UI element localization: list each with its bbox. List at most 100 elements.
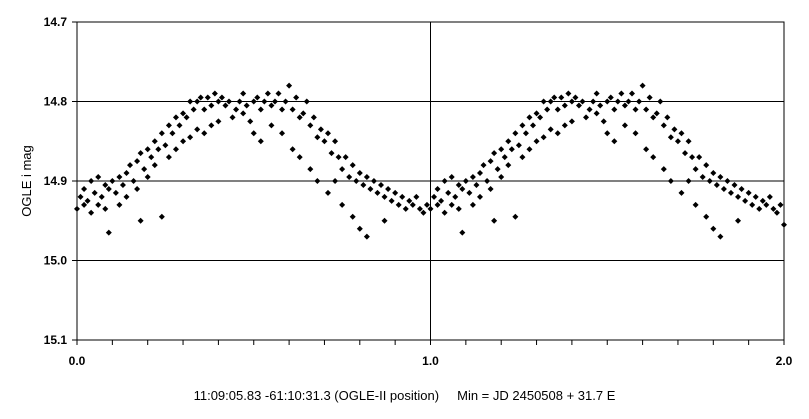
data-point [689,154,696,161]
data-point [696,154,703,161]
data-point [406,197,413,204]
data-point [653,110,660,117]
data-point [770,205,777,212]
data-point [123,170,130,177]
data-point [74,205,80,212]
data-point [289,106,296,113]
data-point [279,106,286,113]
data-point [522,130,529,137]
data-point [374,189,381,196]
data-point [275,90,282,97]
data-point [763,201,770,208]
data-point [692,166,699,173]
data-point [678,189,685,196]
data-point [314,134,321,141]
data-point [254,94,261,101]
data-point [420,209,427,216]
data-point [385,185,392,192]
data-point [402,205,409,212]
data-point [324,130,331,137]
data-point [526,114,533,121]
data-points [74,82,787,240]
data-point [575,102,582,109]
data-point [201,106,208,113]
data-point [250,98,257,105]
data-point [208,102,215,109]
data-point [703,213,710,220]
data-point [494,166,501,173]
data-point [717,233,724,240]
data-point [717,174,724,181]
data-point [187,98,194,105]
data-point [448,201,455,208]
data-point [165,122,172,129]
data-point [459,229,466,236]
data-point [462,178,469,184]
data-point [388,197,395,204]
x-tick-label: 1.0 [422,354,439,368]
data-point [413,193,420,200]
data-point [416,205,423,212]
data-point [643,106,650,113]
data-point [526,146,533,153]
data-point [533,138,540,145]
data-point [211,90,218,97]
data-point [271,98,278,105]
data-point [247,118,254,125]
data-point [187,134,194,141]
data-point [593,90,600,97]
data-point [339,201,346,208]
data-point [445,189,452,196]
data-point [682,150,689,157]
data-point [229,114,236,121]
data-point [643,146,650,153]
data-point [632,130,639,137]
data-point [370,178,377,184]
data-point [194,126,201,133]
axis-ticks [72,21,785,345]
data-point [296,114,303,121]
y-tick-label: 15.0 [44,254,68,268]
data-point [77,193,84,200]
data-point [300,110,307,117]
data-point [165,154,172,161]
data-point [505,138,512,145]
data-point [781,221,787,228]
data-point [123,193,130,200]
data-point [180,110,187,117]
data-point [176,122,183,129]
data-point [335,154,342,161]
data-point [310,114,317,121]
data-point [307,166,314,173]
data-point [512,213,519,220]
data-point [158,130,165,137]
data-point [731,181,738,188]
data-point [766,193,773,200]
data-point [607,94,614,101]
data-point [88,209,95,216]
data-point [392,189,399,196]
data-point [409,201,416,208]
data-point [519,154,526,161]
data-point [604,98,611,105]
data-point [102,205,109,212]
data-point [618,90,625,97]
data-point [105,229,112,236]
data-point [558,94,565,101]
data-point [434,185,441,192]
data-point [540,98,547,105]
x-tick-label: 0.0 [69,354,86,368]
data-point [727,189,734,196]
data-point [116,201,123,208]
data-point [628,90,635,97]
data-point [540,134,547,141]
data-point [356,170,363,177]
data-point [363,174,370,181]
data-point [201,130,208,137]
data-point [144,146,151,153]
data-point [180,138,187,145]
data-point [448,174,455,181]
grid-lines [77,22,784,340]
tick-labels: 14.7 14.8 14.9 15.0 15.10.0 1.0 2.0 [44,15,793,368]
data-point [395,201,402,208]
